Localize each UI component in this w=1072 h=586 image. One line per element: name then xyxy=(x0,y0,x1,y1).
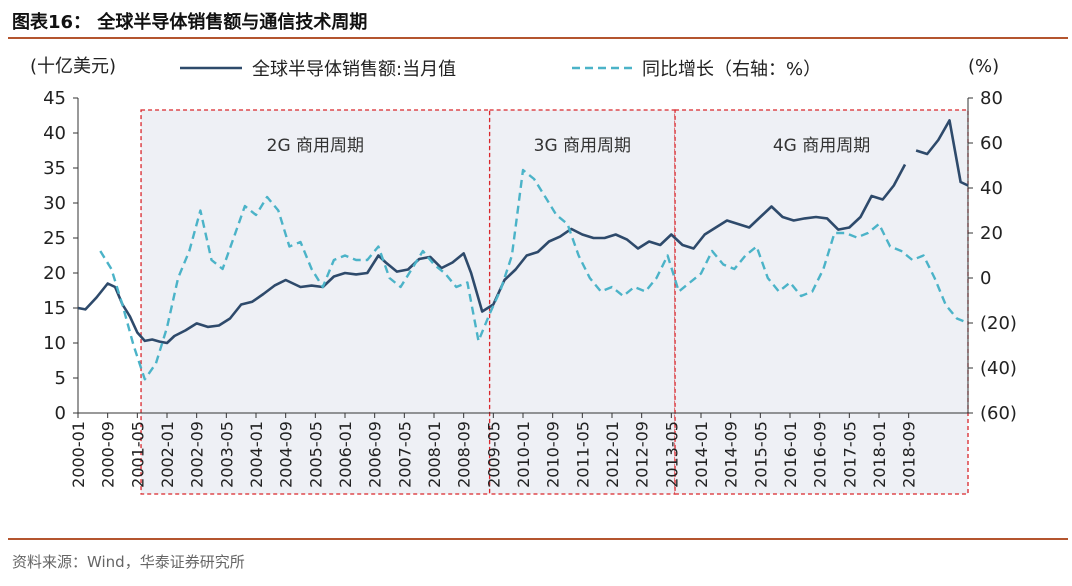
x-tick-label: 2003-05 xyxy=(217,421,236,488)
left-tick-label: 10 xyxy=(43,333,66,354)
period-label: 3G 商用周期 xyxy=(534,136,631,156)
period-label: 4G 商用周期 xyxy=(773,136,870,156)
footer-divider xyxy=(8,538,1068,540)
left-tick-label: 25 xyxy=(43,228,66,249)
sales-series-line xyxy=(77,163,907,345)
x-tick-label: 2014-01 xyxy=(692,421,711,488)
left-tick-label: 45 xyxy=(43,88,66,109)
x-tick-label: 2006-09 xyxy=(366,421,385,488)
period-box xyxy=(488,109,676,495)
right-tick-label: (40) xyxy=(980,358,1017,379)
semiconductor-sales-chart: 2G 商用周期 3G 商用周期 4G 商用周期 0 5 10 15 20 25 30 35 40 45… xyxy=(30,56,1017,495)
x-tick-label: 2012-01 xyxy=(603,421,622,488)
period-label: 2G 商用周期 xyxy=(267,136,364,156)
x-tick-label: 2012-09 xyxy=(633,421,652,488)
chart-title: 图表16： 全球半导体销售额与通信技术周期 xyxy=(12,12,368,33)
x-tick-label: 2010-09 xyxy=(544,421,563,488)
right-tick-label: 60 xyxy=(980,133,1003,154)
x-tick-label: 2007-05 xyxy=(395,421,414,488)
x-tick-label: 2004-01 xyxy=(247,421,266,488)
left-tick-label: 5 xyxy=(55,368,66,389)
x-tick-label: 2014-09 xyxy=(722,421,741,488)
right-tick-label: (20) xyxy=(980,313,1017,334)
x-tick-label: 2015-05 xyxy=(751,421,770,488)
left-tick-label: 30 xyxy=(43,193,66,214)
x-tick-label: 2016-09 xyxy=(811,421,830,488)
yoy-series-line xyxy=(99,168,969,381)
axes: 0 5 10 15 20 25 30 35 40 45 (60) (40) (20) 0 20 40 60 80 2… xyxy=(30,56,1017,488)
left-tick-label: 35 xyxy=(43,158,66,179)
legend: 全球半导体销售额:当月值 同比增长（右轴：%） xyxy=(180,59,821,80)
right-axis-unit: (%) xyxy=(968,56,999,77)
right-tick-label: 40 xyxy=(980,178,1003,199)
x-tick-label: 2016-01 xyxy=(781,421,800,488)
left-tick-label: 15 xyxy=(43,298,66,319)
x-tick-label: 2018-01 xyxy=(870,421,889,488)
source-note: 资料来源：Wind，华泰证券研究所 xyxy=(12,553,245,571)
legend-sales-label: 全球半导体销售额:当月值 xyxy=(252,59,456,80)
x-tick-label: 2008-01 xyxy=(425,421,444,488)
x-tick-label: 2005-05 xyxy=(306,421,325,488)
left-tick-label: 0 xyxy=(55,403,66,424)
sales-series-line xyxy=(915,119,969,187)
right-tick-label: 80 xyxy=(980,88,1003,109)
x-tick-label: 2017-05 xyxy=(840,421,859,488)
x-tick-label: 2002-01 xyxy=(158,421,177,488)
left-tick-label: 40 xyxy=(43,123,66,144)
legend-yoy-label: 同比增长（右轴：%） xyxy=(642,59,821,80)
x-tick-label: 2000-09 xyxy=(99,421,118,488)
x-tick-label: 2008-09 xyxy=(455,421,474,488)
x-tick-label: 2009-05 xyxy=(484,421,503,488)
x-tick-label: 2000-01 xyxy=(69,421,88,488)
right-tick-label: 0 xyxy=(980,268,991,289)
title-divider xyxy=(8,37,1068,39)
x-tick-label: 2001-05 xyxy=(128,421,147,488)
series-lines xyxy=(77,119,969,381)
period-boxes: 2G 商用周期 3G 商用周期 4G 商用周期 xyxy=(140,109,969,495)
x-tick-label: 2002-09 xyxy=(188,421,207,488)
x-tick-label: 2004-09 xyxy=(277,421,296,488)
right-tick-label: 20 xyxy=(980,223,1003,244)
right-tick-label: (60) xyxy=(980,403,1017,424)
x-tick-label: 2018-09 xyxy=(900,421,919,488)
left-tick-label: 20 xyxy=(43,263,66,284)
left-axis-unit: (十亿美元) xyxy=(30,56,116,77)
x-tick-label: 2006-01 xyxy=(336,421,355,488)
x-tick-label: 2013-05 xyxy=(662,421,681,488)
x-tick-label: 2011-05 xyxy=(573,421,592,488)
x-tick-label: 2010-01 xyxy=(514,421,533,488)
period-box xyxy=(674,109,969,495)
